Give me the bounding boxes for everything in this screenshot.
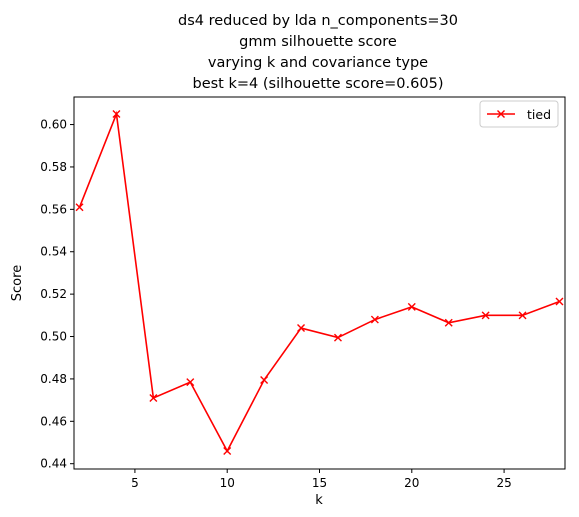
data-point-marker [186, 378, 195, 387]
title-line: best k=4 (silhouette score=0.605) [193, 76, 444, 92]
data-point-marker [555, 297, 564, 306]
series-line [78, 110, 560, 453]
data-point-marker [407, 302, 416, 311]
y-tick-label: 0.54 [40, 245, 67, 259]
data-point-marker [260, 375, 269, 384]
data-point-marker [333, 333, 342, 342]
data-point-marker [444, 318, 453, 327]
y-tick-label: 0.46 [40, 414, 67, 428]
legend-label: tied [527, 107, 551, 122]
x-tick-label: 25 [496, 476, 511, 490]
y-axis-label: Score [10, 265, 25, 301]
data-point-marker [481, 311, 490, 320]
x-tick-label: 15 [312, 476, 327, 490]
title-line: ds4 reduced by lda n_components=30 [178, 13, 458, 29]
data-point-marker [149, 393, 158, 402]
y-tick-label: 0.58 [40, 160, 67, 174]
series-layer [75, 109, 564, 455]
data-point-marker [497, 110, 505, 118]
y-tick-label: 0.52 [40, 287, 67, 301]
x-tick-label: 20 [404, 476, 419, 490]
plot-area [74, 97, 565, 469]
x-tick-label: 10 [220, 476, 235, 490]
y-tick-label: 0.44 [40, 457, 67, 471]
x-tick-label: 5 [131, 476, 139, 490]
x-axis-label: k [315, 493, 323, 508]
legend: tied [479, 100, 559, 128]
plot-frame [73, 96, 566, 470]
y-tick-label: 0.48 [40, 372, 67, 386]
data-point-marker [518, 311, 527, 320]
title-line: gmm silhouette score [239, 34, 397, 50]
y-tick-label: 0.50 [40, 330, 67, 344]
data-point-marker [223, 446, 232, 455]
title-line: varying k and covariance type [208, 55, 428, 71]
y-tick-label: 0.56 [40, 202, 67, 216]
axis-ticks: 5 10 15 20 25 0.44 0.46 0.48 0.50 0.52 0.54 0.56 0.5… [40, 118, 511, 490]
chart-title: ds4 reduced by lda n_components=30 gmm s… [178, 13, 458, 92]
data-point-marker [75, 203, 84, 212]
legend-marker [497, 110, 505, 118]
data-point-marker [112, 109, 121, 118]
y-tick-label: 0.60 [40, 118, 67, 132]
data-point-marker [370, 315, 379, 324]
legend-box [479, 100, 559, 128]
data-point-marker [297, 324, 306, 333]
